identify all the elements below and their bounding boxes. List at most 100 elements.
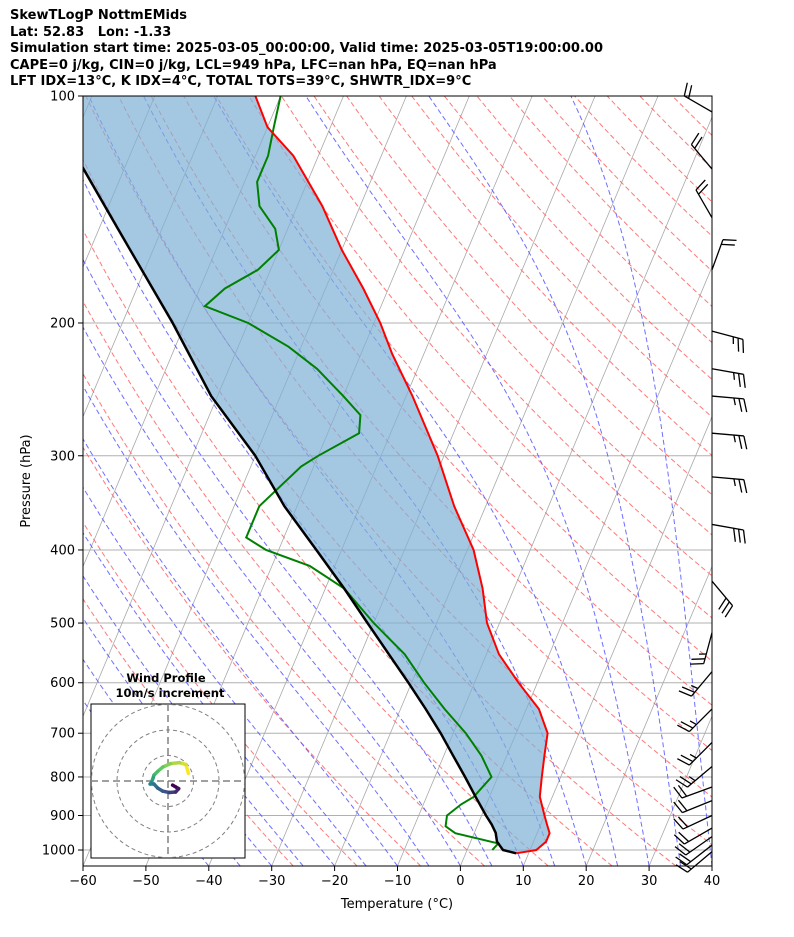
wind-barb-flag	[724, 605, 734, 618]
dry-adiabat	[118, 96, 712, 798]
wind-barb-flag	[678, 831, 690, 842]
wind-barb	[673, 785, 713, 799]
hodograph-title: Wind Profile	[126, 671, 206, 685]
moist-adiabat	[213, 96, 619, 866]
wind-barb	[677, 708, 713, 733]
wind-barb-flag	[687, 85, 693, 99]
wind-barb-flag	[678, 843, 691, 853]
wind-barb	[690, 132, 713, 170]
wind-barb-flag	[743, 398, 748, 413]
y-tick-label: 900	[50, 809, 75, 824]
wind-barb	[711, 476, 748, 494]
moist-adiabat	[83, 258, 493, 866]
stable-area-shading	[83, 96, 550, 854]
wind-barb-flag	[673, 834, 685, 845]
wind-barb-flag	[738, 435, 743, 449]
wind-barb-flag	[698, 183, 709, 195]
wind-barb-flag	[733, 528, 736, 542]
wind-barb	[711, 395, 748, 413]
wind-barb-half-flag	[733, 397, 736, 406]
x-tick-label: −10	[384, 874, 411, 889]
wind-barb-shaft	[703, 632, 713, 664]
x-tick-label: −50	[132, 874, 159, 889]
parcel-line	[83, 165, 517, 855]
wind-barb-flag	[677, 816, 689, 828]
wind-barb-flag	[675, 856, 688, 866]
dry-adiabat	[541, 96, 712, 272]
wind-barb-flag	[737, 529, 741, 543]
wind-barb-shaft	[683, 95, 713, 113]
wind-barb	[711, 523, 746, 544]
wind-barb-flag	[675, 779, 688, 788]
wind-barb-flag	[742, 374, 746, 388]
wind-barb-flag	[679, 853, 692, 863]
wind-barb-flag	[681, 686, 695, 693]
isotherm	[83, 96, 93, 119]
wind-barb-flag	[675, 864, 688, 873]
wind-barb-shaft	[711, 330, 744, 340]
moist-adiabat	[428, 96, 681, 866]
x-tick-label: −30	[258, 874, 285, 889]
x-tick-label: 30	[641, 874, 658, 889]
wind-barb	[678, 671, 713, 697]
moist-adiabat	[83, 385, 430, 866]
x-tick-label: 10	[515, 874, 532, 889]
moist-adiabat	[570, 96, 712, 866]
wind-barb-flag	[673, 786, 683, 799]
wind-barb	[711, 432, 748, 450]
hodograph-subtitle: 10m/s increment	[116, 686, 225, 700]
dry-adiabat	[639, 96, 712, 169]
moist-adiabat	[83, 575, 304, 866]
wind-barb	[675, 844, 713, 866]
dry-adiabat	[150, 96, 712, 752]
wind-barb-shaft	[711, 368, 744, 375]
wind-barb	[711, 239, 737, 270]
wind-barb-flag	[677, 758, 690, 766]
dry-adiabat	[183, 96, 712, 706]
y-tick-label: 800	[50, 770, 75, 785]
y-tick-label: 700	[50, 727, 75, 742]
hodograph-inset: Wind Profile 10m/s increment	[90, 671, 246, 859]
dry-adiabat	[606, 96, 712, 203]
location-line: Lat: 52.83 Lon: -1.33	[10, 24, 172, 40]
moist-adiabat	[305, 96, 650, 866]
wind-barb	[711, 580, 734, 618]
wind-barb	[673, 827, 713, 845]
isotherm	[711, 864, 712, 866]
wind-barb-half-flag	[690, 684, 699, 690]
wind-barb-shaft	[711, 432, 744, 437]
wind-barb-half-flag	[733, 478, 736, 487]
wind-barb-flag	[722, 239, 737, 242]
wind-barb	[677, 741, 713, 766]
dry-adiabat	[411, 96, 712, 418]
wind-barb-flag	[677, 724, 690, 733]
time-line: Simulation start time: 2025-03-05_00:00:…	[10, 41, 603, 57]
wind-barb-flag	[683, 82, 688, 97]
x-tick-label: 40	[704, 874, 721, 889]
wind-barb	[690, 632, 713, 665]
wind-barb-flag	[677, 799, 688, 812]
wind-barb-flag	[680, 754, 694, 763]
dry-adiabat	[346, 96, 712, 496]
wind-barb-flag	[742, 529, 746, 544]
wind-barb	[675, 851, 713, 873]
wind-barb-half-flag	[733, 372, 736, 380]
wind-barb-flag	[673, 801, 683, 814]
y-tick-label: 500	[50, 617, 75, 632]
y-tick-label: 600	[50, 676, 75, 691]
hodograph-segment	[170, 783, 178, 789]
wind-barb	[673, 814, 713, 830]
wind-barb-flag	[679, 775, 692, 785]
wind-barb-shaft	[690, 144, 713, 170]
dry-adiabat	[83, 446, 422, 866]
x-tick-label: −60	[69, 874, 96, 889]
dry-adiabat	[313, 96, 712, 536]
wind-barb-shaft	[711, 476, 744, 481]
wind-barb-shaft	[688, 708, 713, 733]
wind-barb-shaft	[690, 671, 713, 697]
wind-barb-flag	[680, 721, 694, 729]
x-tick-label: −20	[321, 874, 348, 889]
index-line: LFT IDX=13°C, K IDX=4°C, TOTAL TOTS=39°C…	[10, 74, 472, 90]
dry-adiabat	[83, 521, 358, 866]
